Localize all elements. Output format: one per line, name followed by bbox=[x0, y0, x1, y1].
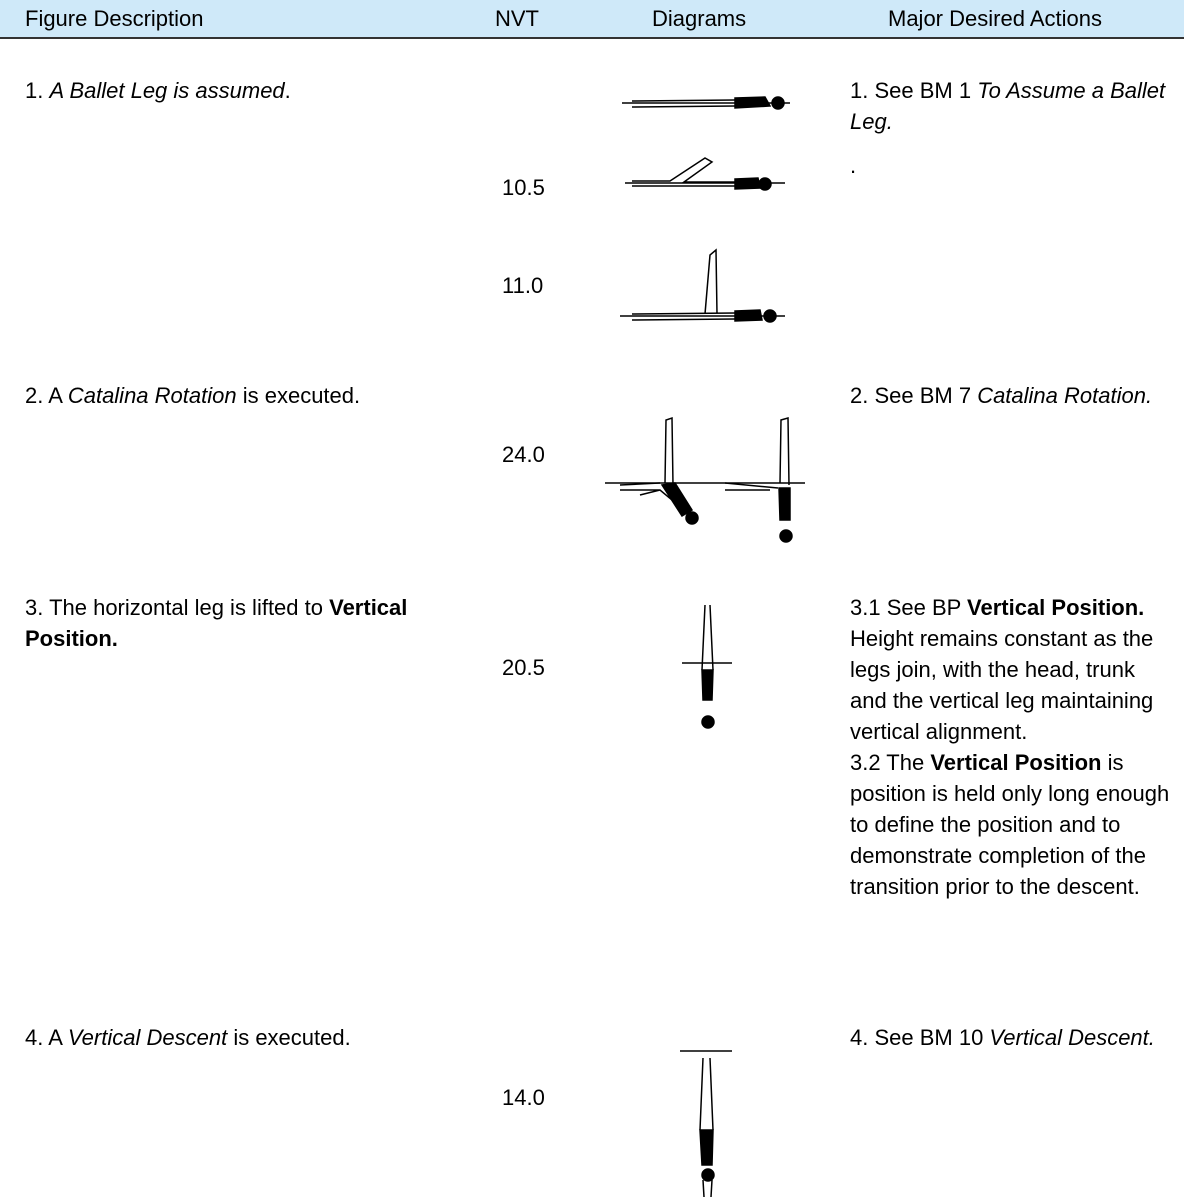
text: Catalina Rotation. bbox=[977, 383, 1153, 408]
text: . bbox=[284, 78, 291, 103]
nvt: 24.0 bbox=[502, 442, 545, 467]
nvt: 20.5 bbox=[502, 655, 545, 680]
description: 2. A Catalina Rotation is executed. bbox=[25, 380, 465, 411]
actions: 4. See BM 10 Vertical Descent. bbox=[850, 1022, 1175, 1053]
figure bbox=[622, 96, 790, 110]
column-header: Major Desired Actions bbox=[888, 6, 1102, 31]
actions: 3.1 See BP Vertical Position. Height rem… bbox=[850, 592, 1175, 902]
nvt: 14.0 bbox=[502, 1085, 545, 1110]
text: Vertical Position. bbox=[967, 595, 1145, 620]
text: Vertical Position bbox=[930, 750, 1102, 775]
text: 4. See BM 10 bbox=[850, 1025, 990, 1050]
text: 1. See BM 1 bbox=[850, 78, 978, 103]
figure bbox=[682, 604, 732, 729]
header: Figure Description NVT Diagrams Major De… bbox=[0, 0, 1184, 39]
text: Vertical Descent. bbox=[989, 1025, 1155, 1050]
actions: 1. See BM 1 To Assume a Ballet Leg.. bbox=[850, 75, 1175, 181]
text: 3.2 The bbox=[850, 750, 931, 775]
actions: 2. See BM 7 Catalina Rotation. bbox=[850, 380, 1175, 411]
text: A Ballet Leg is assumed bbox=[49, 78, 285, 103]
description: 4. A Vertical Descent is executed. bbox=[25, 1022, 465, 1053]
text: is executed. bbox=[227, 1025, 351, 1050]
figure bbox=[605, 416, 805, 543]
text: Height remains constant as the legs join… bbox=[850, 626, 1154, 744]
text: is position is held only long enough to … bbox=[850, 750, 1170, 899]
column-header: Diagrams bbox=[652, 6, 747, 31]
text: Catalina Rotation bbox=[67, 383, 237, 408]
text: 2. See BM 7 bbox=[850, 383, 978, 408]
nvt: 10.5 bbox=[502, 175, 545, 200]
text: 1. bbox=[25, 78, 50, 103]
figure bbox=[620, 248, 785, 323]
text: 3.1 See BP bbox=[850, 595, 968, 620]
column-header: Figure Description bbox=[25, 6, 204, 31]
text: Vertical Position. bbox=[25, 595, 408, 651]
column-header: NVT bbox=[495, 6, 539, 31]
text: Vertical Descent bbox=[67, 1025, 228, 1050]
description: 1. A Ballet Leg is assumed. bbox=[25, 75, 465, 106]
text: To Assume a Ballet Leg. bbox=[850, 78, 1166, 134]
text: is executed. bbox=[236, 383, 361, 408]
text: . bbox=[850, 153, 857, 178]
text: 2. A bbox=[25, 383, 68, 408]
text: 4. A bbox=[25, 1025, 68, 1050]
nvt: 11.0 bbox=[502, 273, 544, 298]
description: 3. The horizontal leg is lifted to Verti… bbox=[25, 592, 465, 654]
figure bbox=[680, 1050, 732, 1197]
text: 3. The horizontal leg is lifted to bbox=[25, 595, 330, 620]
figure bbox=[625, 157, 785, 191]
